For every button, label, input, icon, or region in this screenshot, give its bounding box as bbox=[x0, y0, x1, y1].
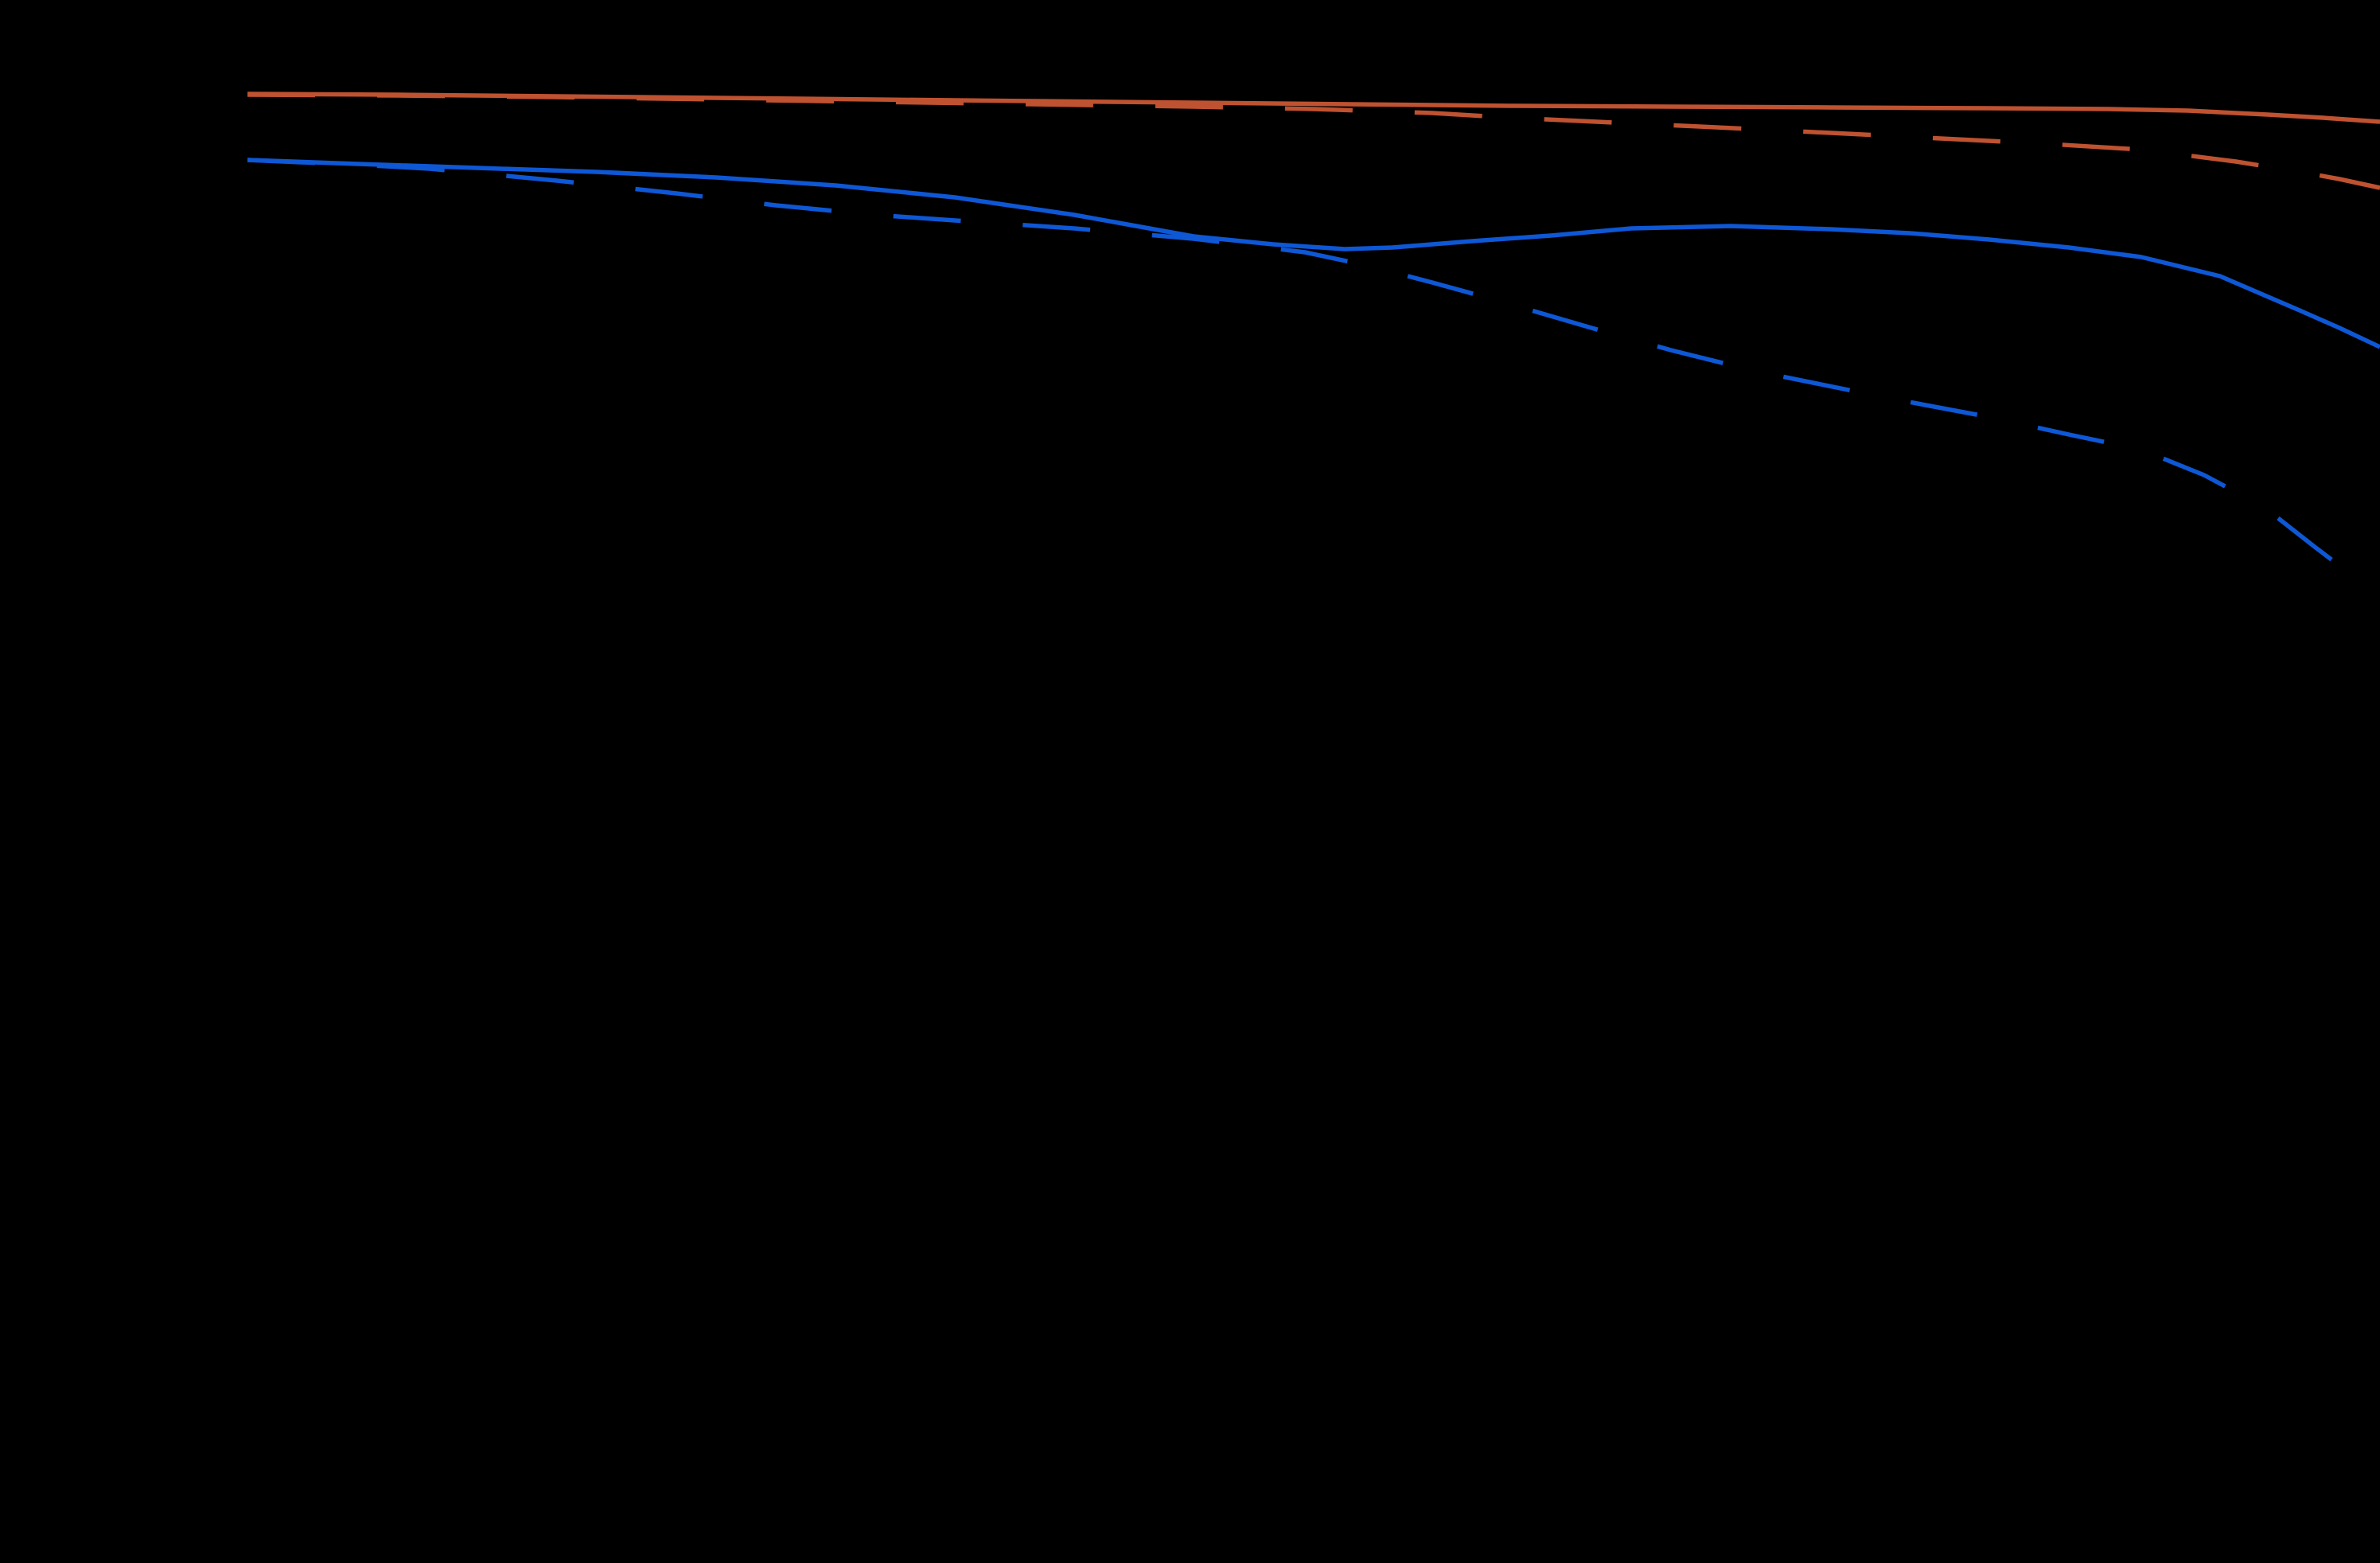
blue-solid-line bbox=[247, 158, 2380, 349]
orange-dashed-line bbox=[247, 92, 2380, 190]
blue-dashed-line bbox=[247, 158, 2380, 599]
